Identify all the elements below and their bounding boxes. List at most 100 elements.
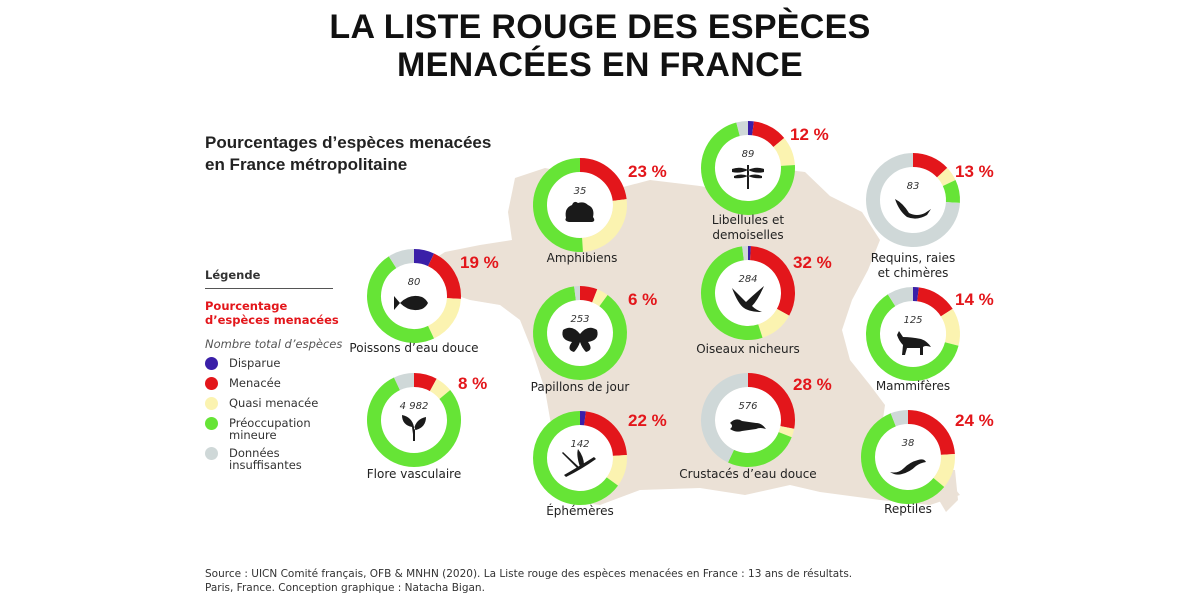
legend-item-label: Données insuffisantes bbox=[229, 446, 302, 472]
species-total: 576 bbox=[738, 401, 757, 412]
legend: Légende Pourcentage d’espèces menacées N… bbox=[205, 268, 345, 471]
legend-item-label: Menacée bbox=[229, 376, 281, 390]
group-label: Crustacés d’eau douce bbox=[679, 467, 816, 481]
fox-icon bbox=[897, 331, 931, 355]
donut-segment bbox=[866, 294, 959, 381]
donut-group: 35 23 % Amphibiens bbox=[533, 158, 667, 265]
fish-icon bbox=[394, 295, 428, 311]
donut-group: 38 24 % Reptiles bbox=[861, 410, 994, 516]
donut-segment bbox=[701, 373, 749, 463]
donut-segment bbox=[606, 455, 627, 486]
donut-segment bbox=[751, 121, 785, 148]
group-label: Amphibiens bbox=[547, 251, 618, 265]
donut-segment bbox=[367, 377, 461, 467]
donut-segment bbox=[912, 153, 948, 178]
threatened-percentage: 23 % bbox=[628, 162, 667, 181]
legend-items: Disparue Menacée Quasi menacée Préoccupatio… bbox=[205, 357, 345, 471]
legend-item: Données insuffisantes bbox=[205, 447, 345, 471]
group-label: Papillons de jour bbox=[531, 380, 630, 394]
donut-segment bbox=[427, 297, 461, 339]
legend-item: Menacée bbox=[205, 377, 345, 391]
bird-icon bbox=[732, 286, 764, 312]
group-label: Libellules et bbox=[712, 213, 784, 227]
threatened-percentage: 14 % bbox=[955, 290, 994, 309]
donut-segment bbox=[757, 308, 790, 338]
threatened-percentage: 24 % bbox=[955, 411, 994, 430]
group-label: Poissons d’eau douce bbox=[349, 341, 478, 355]
species-total: 253 bbox=[570, 314, 589, 325]
legend-item-label: Quasi menacée bbox=[229, 396, 319, 410]
donut-segment bbox=[778, 426, 795, 438]
shark-icon bbox=[895, 199, 931, 219]
legend-item: Quasi menacée bbox=[205, 397, 345, 411]
legend-title: Légende bbox=[205, 268, 333, 289]
donut-segment bbox=[933, 454, 955, 487]
donut-segment bbox=[583, 411, 627, 457]
species-total: 35 bbox=[574, 186, 587, 197]
donut-segment bbox=[388, 249, 415, 269]
source-line-2: Paris, France. Conception graphique : Na… bbox=[205, 582, 485, 594]
donut-center bbox=[715, 387, 781, 453]
donut-segment bbox=[429, 378, 451, 400]
donut-group: 253 6 % Papillons de jour bbox=[531, 286, 657, 394]
legend-swatch bbox=[205, 447, 218, 460]
threatened-percentage: 8 % bbox=[458, 374, 487, 393]
donut-segment bbox=[749, 246, 795, 316]
threatened-percentage: 12 % bbox=[790, 125, 829, 144]
donut-group: 125 14 % Mammifères bbox=[866, 286, 994, 393]
donut-segment bbox=[747, 373, 795, 429]
legend-item: Disparue bbox=[205, 357, 345, 371]
threatened-percentage: 6 % bbox=[628, 290, 657, 309]
donut-segment bbox=[367, 256, 434, 343]
donut-group: 4 982 8 % Flore vasculaire bbox=[367, 373, 487, 481]
title-line-1: LA LISTE ROUGE DES ESPÈCES bbox=[329, 8, 871, 46]
crayfish-icon bbox=[730, 419, 766, 432]
donut-group: 576 28 % Crustacés d’eau douce bbox=[679, 373, 832, 481]
butterfly-icon bbox=[562, 327, 598, 352]
legend-swatch bbox=[205, 397, 218, 410]
donut-segment bbox=[413, 249, 434, 267]
species-total: 4 982 bbox=[400, 401, 429, 412]
donut-group: 142 22 % Éphémères bbox=[533, 410, 667, 518]
donut-segment bbox=[413, 373, 437, 392]
threatened-percentage: 19 % bbox=[460, 253, 499, 272]
subtitle-line-1: Pourcentages d’espèces menacées bbox=[205, 133, 492, 152]
legend-swatch bbox=[205, 417, 218, 430]
donut-segment bbox=[591, 289, 608, 307]
donut-segment bbox=[427, 253, 461, 299]
frog-icon bbox=[565, 201, 595, 222]
donut-segment bbox=[907, 410, 955, 456]
legend-item: Préoccupation mineure bbox=[205, 417, 345, 441]
legend-total-label: Nombre total d’espèces bbox=[205, 337, 343, 351]
donut-segment bbox=[533, 411, 619, 505]
group-label: Mammifères bbox=[876, 379, 950, 393]
donut-segment bbox=[728, 431, 792, 467]
donut-segment bbox=[890, 410, 909, 427]
donut-segment bbox=[861, 413, 945, 504]
donut-segment bbox=[866, 153, 960, 247]
donut-center bbox=[880, 301, 946, 367]
donut-segment bbox=[773, 138, 795, 167]
group-label: Flore vasculaire bbox=[367, 467, 461, 481]
species-total: 80 bbox=[408, 277, 421, 288]
donut-segment bbox=[887, 287, 914, 307]
mayfly-icon bbox=[562, 449, 596, 477]
legend-item-label: Disparue bbox=[229, 356, 281, 370]
donut-segment bbox=[533, 286, 627, 380]
dragonfly-icon bbox=[732, 165, 764, 189]
chart-subtitle: Pourcentages d’espèces menacées en Franc… bbox=[205, 132, 605, 176]
group-label: et chimères bbox=[878, 266, 949, 280]
donut-group: 284 32 % Oiseaux nicheurs bbox=[696, 246, 832, 356]
donut-center bbox=[875, 424, 941, 490]
donut-group: 80 19 % Poissons d’eau douce bbox=[349, 249, 499, 355]
legend-percentage-label: Pourcentage d’espèces menacées bbox=[205, 299, 339, 327]
group-label: Éphémères bbox=[546, 503, 614, 518]
species-total: 284 bbox=[738, 274, 757, 285]
group-label: demoiselles bbox=[712, 228, 783, 242]
lizard-icon bbox=[890, 458, 926, 476]
donut-segment bbox=[940, 308, 960, 346]
legend-swatch bbox=[205, 357, 218, 370]
main-title: LA LISTE ROUGE DES ESPÈCES MENACÉES EN F… bbox=[0, 8, 1200, 84]
